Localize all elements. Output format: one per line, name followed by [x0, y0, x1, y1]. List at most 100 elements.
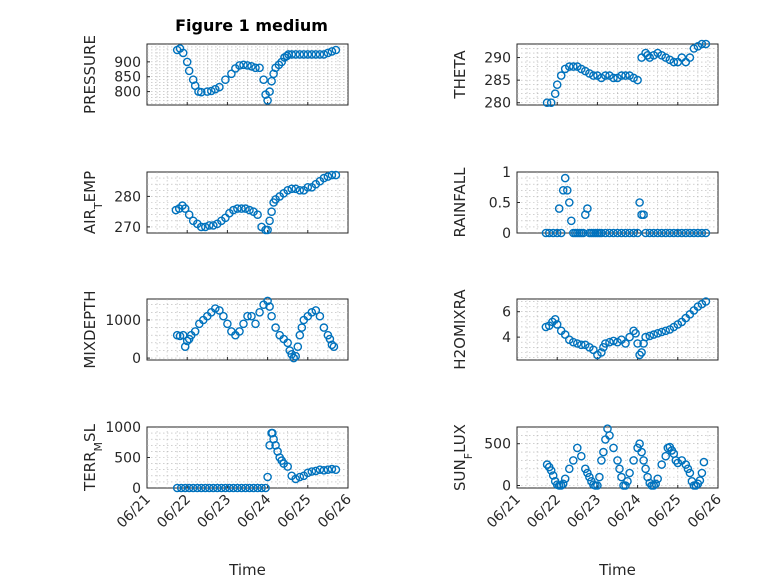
terrmsl-point [268, 428, 277, 438]
pressure-point [315, 50, 325, 59]
sunflux-axes: 0 500 06/21 06/22 06/23 06/24 06/25 06/26 SUNFLU… [451, 424, 725, 579]
mixdepth-axes: 0 1000 MIXDEPTH [81, 290, 349, 369]
air-temp-point [283, 185, 293, 195]
mixdepth-point [325, 334, 335, 344]
rainfall-point [552, 228, 562, 238]
mixdepth-point [319, 323, 329, 332]
h2omixra-point [635, 350, 644, 360]
rainfall-point [645, 228, 655, 238]
sunflux-xtick-label: 06/23 [564, 492, 604, 532]
pressure-ytick-label: 800 [114, 85, 141, 101]
mixdepth-point [178, 330, 188, 340]
sunflux-point [671, 456, 681, 465]
terrmsl-point [307, 467, 317, 476]
theta-ytick-label: 290 [484, 51, 511, 67]
rainfall-point [657, 228, 667, 238]
pressure-point [291, 50, 301, 59]
terrmsl-point [172, 483, 182, 493]
sunflux-xtick-label: 06/26 [685, 491, 725, 531]
pressure-point [259, 75, 268, 84]
air-temp-point [180, 204, 190, 213]
terrmsl-point [208, 483, 218, 493]
terrmsl-point [311, 466, 321, 476]
terrmsl-point [291, 474, 301, 484]
sunflux-point [621, 481, 630, 490]
rainfall-point [605, 228, 614, 238]
h2omixra-point [552, 320, 562, 329]
terrmsl-point [319, 465, 329, 475]
h2omixra-ytick-label: 4 [502, 330, 511, 346]
pressure-point [277, 57, 287, 67]
terrmsl-xlabel: Time [228, 561, 266, 579]
h2omixra-point [621, 339, 630, 348]
terrmsl-point [327, 464, 337, 474]
mixdepth-point [267, 311, 276, 321]
pressure-point [295, 50, 305, 59]
rainfall-point [613, 228, 622, 238]
rainfall-point [633, 228, 642, 238]
air-temp-point [267, 207, 276, 216]
pressure-point [287, 50, 297, 59]
mixdepth-point [210, 304, 220, 313]
rainfall-point [661, 228, 671, 238]
sunflux-point [615, 464, 624, 474]
rainfall-point [639, 210, 648, 219]
air-temp-point [245, 205, 254, 215]
air-temp-point [237, 204, 246, 213]
terrmsl-point [233, 483, 242, 493]
sunflux-point [617, 472, 626, 482]
sunflux-point [609, 443, 618, 453]
h2omixra-point [573, 339, 582, 348]
h2omixra-point [661, 326, 671, 336]
rainfall-point [677, 228, 687, 238]
h2omixra-point [609, 336, 618, 346]
theta-point [685, 53, 695, 62]
pressure-point [303, 50, 313, 59]
sunflux-point [583, 468, 592, 478]
rainfall-point [556, 228, 566, 238]
terrmsl-xtick-label: 06/25 [275, 492, 315, 532]
sunflux-point [548, 471, 558, 480]
sunflux-point [653, 474, 663, 484]
sunflux-point [623, 476, 632, 486]
theta-point [601, 71, 610, 80]
sunflux-point [685, 468, 695, 478]
air-temp-ytick-label: 280 [114, 189, 141, 205]
h2omixra-point [641, 332, 650, 342]
pressure-point [210, 84, 220, 94]
sunflux-point [649, 481, 659, 490]
rainfall-point [697, 228, 707, 238]
terrmsl-axes: 0 500 1000 06/21 06/22 06/23 06/24 06/25 06/26 TE… [81, 420, 355, 579]
sunflux-point [681, 460, 691, 469]
mixdepth-point [243, 311, 252, 321]
rainfall-point [641, 228, 650, 238]
theta-point [697, 39, 707, 49]
sunflux-point [595, 472, 604, 482]
rainfall-point [701, 228, 711, 238]
terrmsl-point [265, 440, 274, 450]
h2omixra-point [601, 339, 610, 348]
theta-point [701, 39, 711, 49]
terrmsl-point [323, 465, 333, 475]
theta-point [609, 73, 618, 83]
terrmsl-point [331, 465, 341, 475]
rainfall-point [629, 228, 638, 238]
pressure-ytick-label: 900 [114, 55, 141, 71]
sunflux-point [593, 481, 602, 490]
terrmsl-xtick-label: 06/21 [114, 492, 154, 532]
rainfall-axes: 0 0.5 1 RAINFALL [451, 165, 719, 242]
rainfall-point [544, 228, 554, 238]
rainfall-point [554, 204, 564, 213]
air-temp-point [287, 184, 297, 194]
theta-point [669, 57, 679, 67]
theta-point [569, 62, 578, 71]
terrmsl-xtick-label: 06/22 [154, 492, 194, 532]
air-temp-ylabel: AIRTEMP [81, 171, 105, 234]
mixdepth-point [307, 307, 317, 317]
pressure-point [178, 48, 188, 58]
air-temp-point [291, 184, 301, 194]
pressure-point [327, 47, 337, 56]
terrmsl-xtick-label: 06/23 [194, 492, 234, 532]
rainfall-point [649, 228, 659, 238]
